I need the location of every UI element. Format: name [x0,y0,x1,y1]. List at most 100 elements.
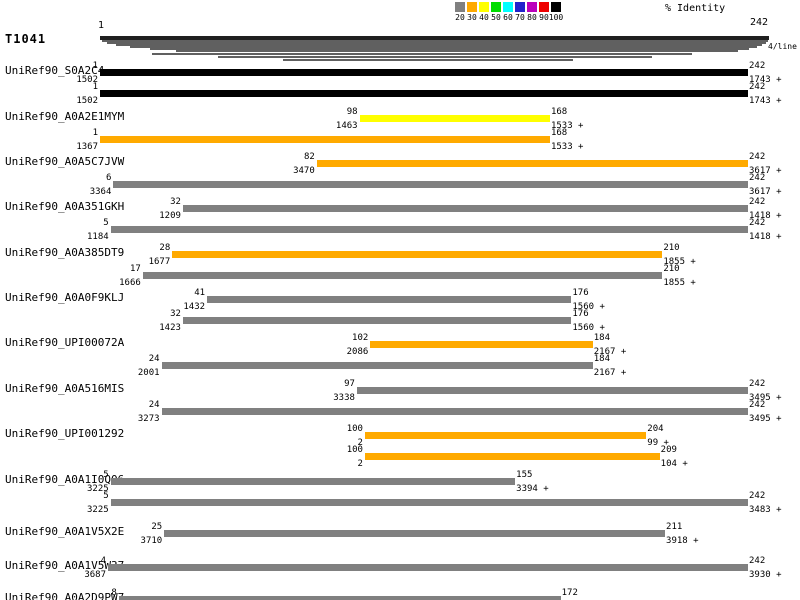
hit-label: UniRef90_S0A2C4 [5,64,105,77]
query-start: 25 [151,522,163,532]
query-start: 41 [194,288,206,298]
legend-bin-40: 40 [479,2,489,22]
legend-swatch-30 [467,2,477,12]
query-title: T1041 [5,32,47,46]
hit-start: 1432 [183,302,206,312]
query-end: 168 [550,128,568,138]
alignment-bar [364,453,660,460]
query-end: 242 [749,173,766,183]
hit-start: 3364 [89,187,112,197]
hit-start: 1423 [159,323,181,333]
query-start: 100 [346,424,363,434]
legend-label: 40 [479,13,489,22]
query-end: 242 [749,556,766,566]
query-start: 8 [111,588,117,598]
hit-end: 3495 + [749,414,782,424]
query-end: 242 [749,61,766,71]
query-start: 5 [103,470,109,480]
alignment-bar [142,272,663,279]
hit-end: 3394 + [516,484,549,494]
legend-swatch-100 [551,2,561,12]
query-end: 242 [749,400,766,410]
hit-start: 3225 [87,484,109,494]
query-end: 210 [663,243,680,253]
hit-start: 3470 [293,166,315,176]
hit-end: 3617 + [749,166,782,176]
alignment-bar [100,69,748,76]
query-start: 102 [352,333,369,343]
hit-end: 2167 + [593,368,627,378]
query-start: 82 [303,152,315,162]
query-start: 5 [103,218,109,228]
query-start: 24 [148,400,160,410]
alignment-bar [370,341,593,348]
hit-end: 1743 + [749,96,782,106]
hit-label: UniRef90_A0A516MIS [5,382,125,395]
query-start: 1 [92,82,98,92]
query-ruler [100,36,769,61]
alignment-bar [161,408,748,415]
legend-bin-20: 20 [455,2,465,22]
query-start: 24 [148,354,160,364]
query-end: 210 [663,264,680,274]
legend-bin-30: 30 [467,2,477,22]
legend-bin-60: 60 [503,2,513,22]
legend-bin-50: 50 [491,2,501,22]
ruler-start-label: 1 [98,20,105,31]
query-end: 172 [561,588,578,598]
hit-end: 1560 + [572,302,605,312]
hit-start: 3225 [87,505,109,515]
query-end: 242 [749,218,766,228]
alignment-bar [100,90,748,97]
legend-label: 70 [515,13,525,22]
query-end: 184 [593,354,611,364]
ruler-wrap-label: 4/line [768,42,797,51]
alignment-bar [118,596,561,600]
alignment-bar [161,362,593,369]
query-end: 209 [660,445,677,455]
hit-end: 1743 + [749,75,782,85]
legend-label: 20 [455,13,465,22]
legend-label: 90 [539,13,549,22]
hit-start: 1184 [87,232,109,242]
hit-start: 2086 [346,347,369,357]
hit-label: UniRef90_A0A385DT9 [5,246,125,259]
query-start: 100 [346,445,363,455]
query-start: 17 [129,264,141,274]
hit-label: UniRef90_A0A2D9PW7 [5,591,125,600]
hit-label: UniRef90_A0A1I0Q06 [5,473,125,486]
query-end: 176 [572,288,589,298]
legend-swatch-60 [503,2,513,12]
legend-swatch-40 [479,2,489,12]
hit-end: 3495 + [749,393,782,403]
legend-label: 100 [548,13,564,22]
query-start: 1 [92,61,98,71]
alignment-bar [207,296,572,303]
alignment-bar [108,564,748,571]
hit-end: 3918 + [666,536,699,546]
hit-end: 3483 + [749,505,782,515]
query-end: 211 [666,522,683,532]
query-end: 242 [749,82,766,92]
hit-end: 99 + [647,438,669,448]
legend-label: 80 [527,13,537,22]
hit-label: UniRef90_A0A1V5W37 [5,559,125,572]
ruler-end-label: 242 [750,17,769,28]
query-end: 168 [550,107,568,117]
query-start: 28 [159,243,171,253]
hit-end: 1418 + [749,232,782,242]
hit-start: 1502 [76,75,98,85]
legend-label: 30 [467,13,477,22]
query-end: 176 [572,309,589,319]
alignment-bar [110,226,748,233]
alignment-bar [100,136,550,143]
query-start: 32 [170,309,181,319]
query-end: 204 [647,424,664,434]
hit-start: 3338 [333,393,355,403]
hit-label: UniRef90_A0A5C7JVW [5,155,125,168]
query-end: 242 [749,379,766,389]
hit-end: 1533 + [550,121,584,131]
query-start: 32 [170,197,181,207]
legend-label: 50 [491,13,501,22]
legend-swatch-50 [491,2,501,12]
